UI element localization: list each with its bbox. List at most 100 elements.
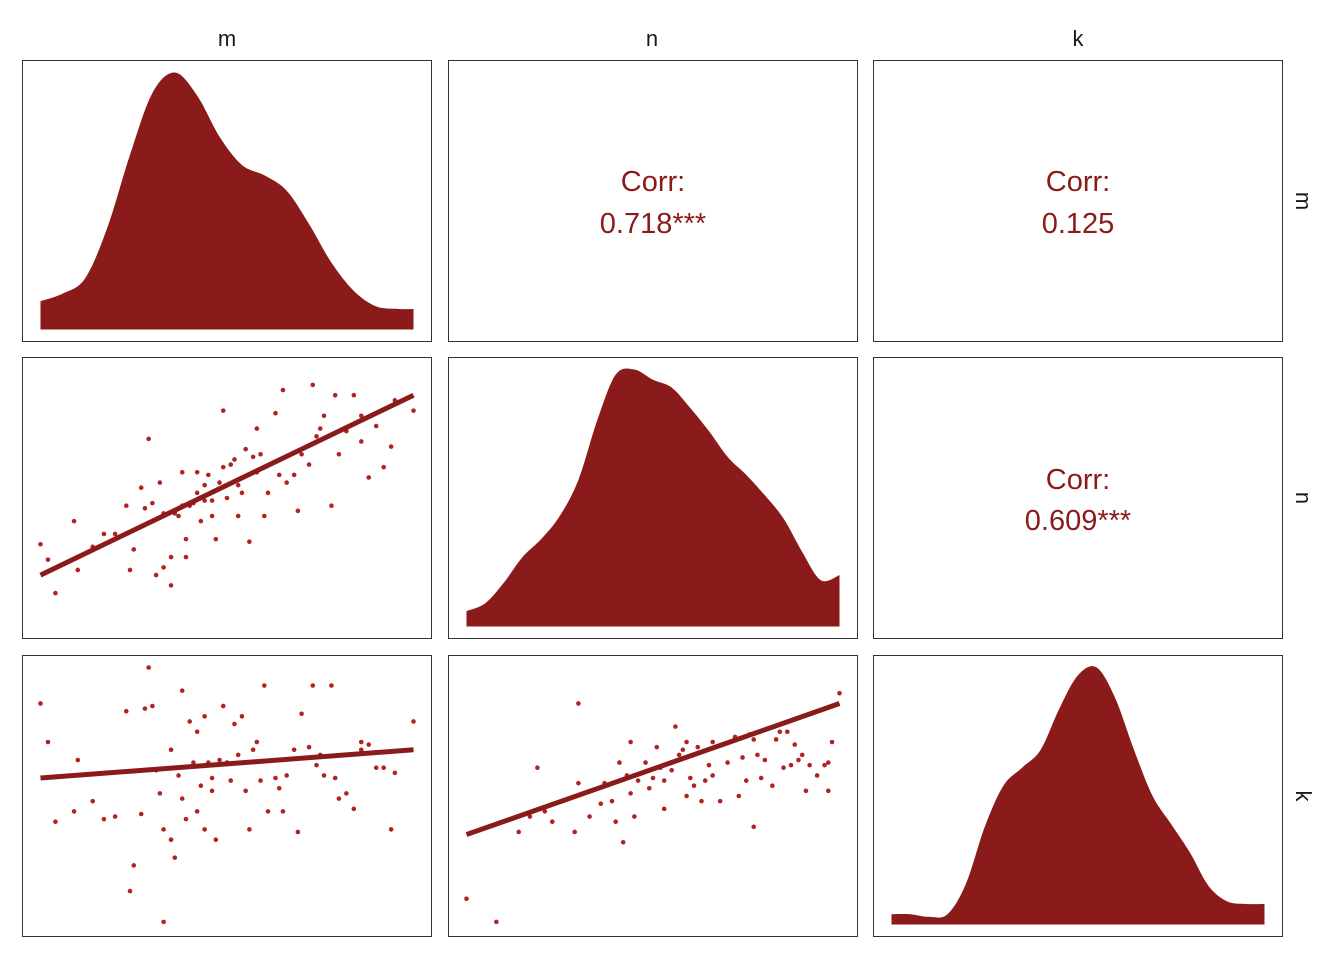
density-n	[466, 368, 840, 627]
scatter-point	[183, 554, 189, 560]
scatter-point	[717, 798, 723, 804]
scatter-point	[332, 775, 338, 781]
scatter-point	[755, 752, 760, 758]
scatter-point	[168, 837, 174, 842]
scatter-point	[542, 809, 548, 814]
scatter-point	[680, 747, 686, 753]
scatter-point	[535, 765, 540, 771]
scatter-point	[388, 827, 394, 832]
scatter-point	[142, 706, 148, 711]
scatter-point	[228, 462, 234, 467]
scatter-point	[784, 729, 790, 735]
scatter-point	[314, 434, 319, 439]
scatter-point	[572, 829, 577, 835]
scatter-point	[388, 444, 394, 449]
scatter-point	[138, 485, 144, 491]
scatter-point	[788, 762, 794, 768]
scatter-point	[329, 503, 334, 509]
scatter-point	[131, 863, 137, 868]
scatter-point	[314, 762, 319, 768]
scatter-point	[243, 446, 248, 452]
scatter-point	[688, 775, 693, 781]
scatter-point	[198, 518, 204, 524]
scatter-point	[291, 747, 297, 753]
scatter-point	[254, 739, 260, 745]
scatter-point	[38, 701, 43, 706]
scatter-point	[646, 785, 652, 791]
scatter-point	[101, 531, 107, 537]
scatter-point	[650, 775, 656, 781]
scatter-point	[661, 778, 667, 783]
scatter-point	[295, 829, 301, 835]
scatter-point	[153, 572, 159, 578]
scatter-point	[770, 783, 775, 789]
scatter-point	[310, 683, 316, 688]
scatter-point	[366, 475, 372, 480]
scatter-point	[706, 762, 712, 768]
scatter-point	[822, 762, 827, 768]
scatter-point	[632, 814, 637, 819]
scatter-point	[358, 747, 364, 753]
scatter-point	[265, 490, 271, 496]
scatter-point	[150, 703, 155, 709]
scatter-point	[392, 770, 398, 776]
scatter-point	[676, 752, 682, 758]
scatter-point	[247, 539, 252, 544]
scatter-point	[131, 547, 137, 552]
scatter-point	[202, 714, 207, 719]
scatter-point	[232, 721, 237, 727]
scatter-point	[613, 819, 618, 824]
scatter-point	[194, 470, 200, 475]
scatter-point	[549, 819, 555, 824]
corr-n-k-label: Corr:	[1046, 464, 1110, 496]
scatter-point	[684, 739, 689, 745]
scatter-point	[576, 701, 581, 706]
scatter-point	[366, 742, 372, 747]
fit-line	[40, 747, 414, 781]
scatter-point	[743, 778, 749, 783]
scatter-point	[799, 752, 805, 758]
scatter-point	[250, 747, 256, 753]
scatter-point	[142, 505, 148, 511]
scatter-point	[273, 775, 278, 781]
scatter-point	[284, 773, 289, 778]
scatter-point	[284, 480, 289, 485]
scatter-point	[53, 590, 58, 596]
scatter-point	[258, 452, 263, 457]
scatter-point	[262, 513, 267, 519]
panels	[22, 60, 1283, 937]
scatter-point	[194, 490, 200, 496]
scatter-point	[209, 775, 215, 781]
corr-m-k-value: 0.125	[1042, 208, 1115, 240]
scatter-point	[280, 809, 286, 814]
scatter-point	[310, 382, 316, 388]
scatter-point	[411, 719, 416, 724]
scatter-point	[351, 392, 357, 398]
scatter-m-k	[38, 665, 416, 925]
scatter-point	[53, 819, 58, 824]
scatter-point	[381, 765, 386, 771]
scatter-point	[702, 778, 708, 783]
scatter-point	[796, 757, 801, 763]
scatter-point	[299, 711, 304, 717]
scatter-point	[71, 809, 77, 814]
scatter-point	[758, 775, 764, 781]
scatter-point	[235, 513, 241, 519]
scatter-point	[306, 462, 312, 467]
scatter-point	[628, 791, 633, 796]
scatter-point	[635, 778, 641, 783]
scatter-point	[516, 829, 522, 835]
corr-m-n: Corr: 0.718***	[600, 166, 706, 240]
corr-m-n-value: 0.718***	[600, 208, 706, 240]
scatter-point	[411, 408, 416, 413]
scatter-point	[609, 798, 615, 804]
scatter-point	[829, 739, 835, 745]
scatter-point	[161, 565, 166, 570]
fit-line	[39, 392, 415, 578]
scatter-point	[576, 780, 581, 786]
scatter-point	[762, 757, 768, 763]
scatter-point	[803, 788, 809, 794]
scatter-point	[276, 472, 282, 478]
scatter-point	[381, 464, 386, 470]
